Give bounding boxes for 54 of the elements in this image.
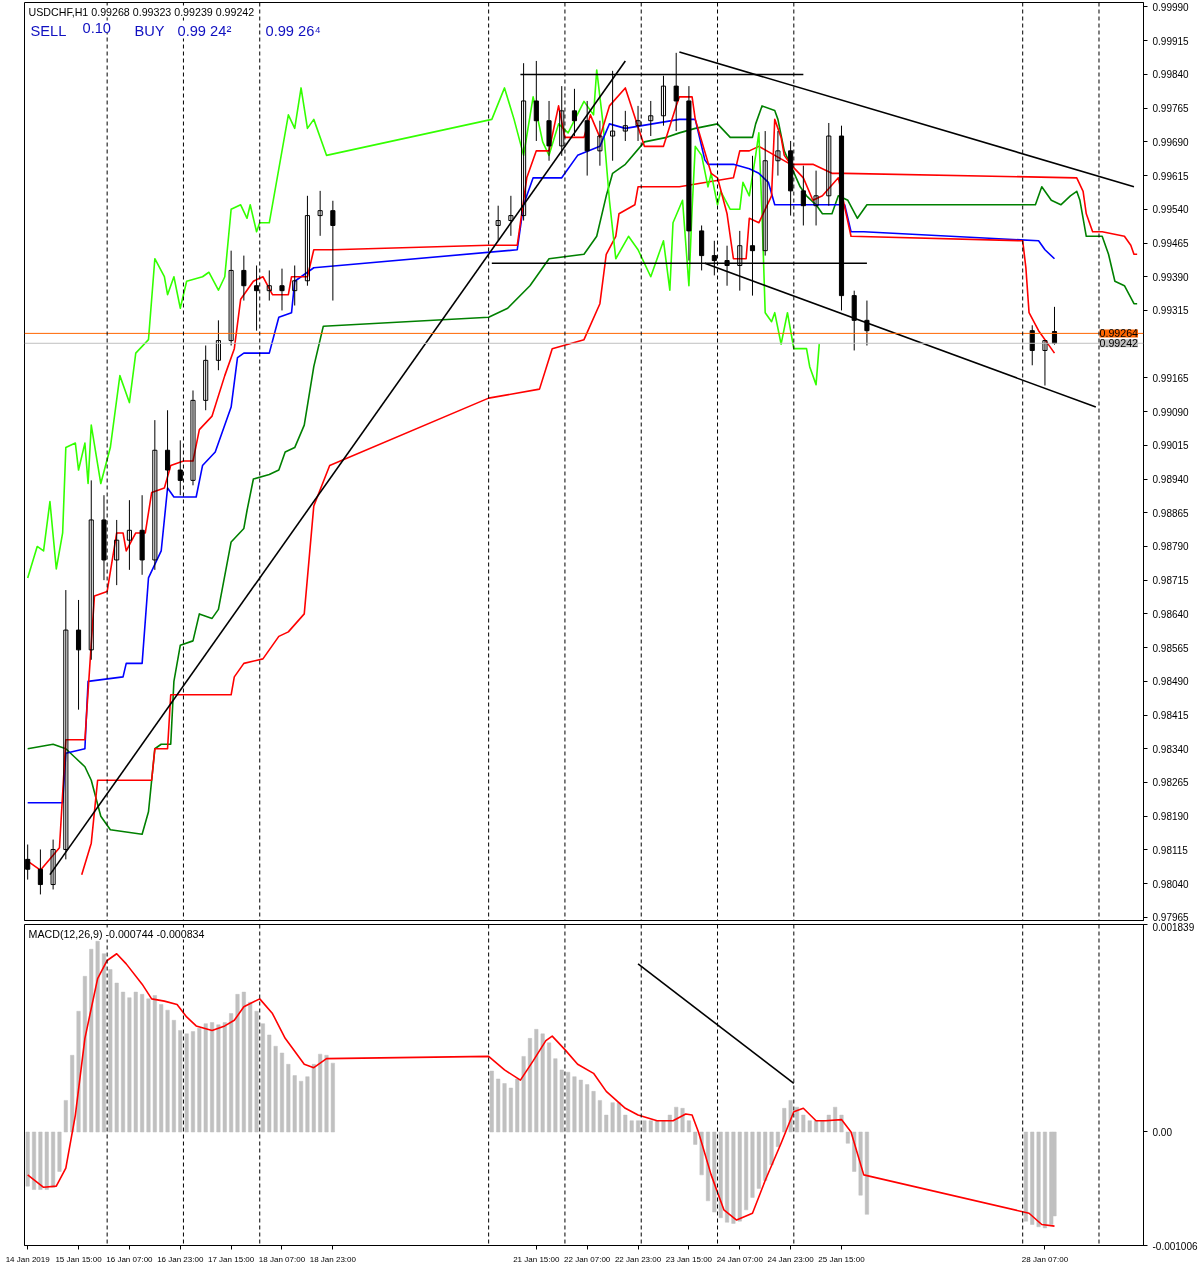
- y-tick-label: 0.98490: [1152, 676, 1190, 688]
- annotation: SELL: [30, 22, 67, 39]
- x-tick-label: 24 Jan 23:00: [767, 1254, 815, 1264]
- y-tick-label: 0.98115: [1152, 844, 1189, 856]
- y-tick-label: 0.98190: [1152, 811, 1190, 823]
- y-tick-label: 0.98940: [1152, 474, 1190, 486]
- x-tick-label: 23 Jan 15:00: [665, 1254, 713, 1264]
- x-tick-label: 25 Jan 15:00: [818, 1254, 866, 1264]
- chart-title: USDCHF,H1 0.99268 0.99323 0.99239 0.99242: [28, 5, 255, 18]
- y-tick-label: 0.98865: [1152, 507, 1190, 519]
- y-tick-label: 0.98715: [1152, 575, 1190, 587]
- y-tick-label: 0.99840: [1152, 69, 1190, 81]
- y-tick-label: 0.99540: [1152, 204, 1190, 216]
- x-tick-label: 16 Jan 07:00: [106, 1254, 154, 1264]
- x-tick-label: 18 Jan 23:00: [309, 1254, 357, 1264]
- y-tick-label: 0.99915: [1152, 35, 1190, 47]
- chart-title: MACD(12,26,9) -0.000744 -0.000834: [28, 927, 205, 940]
- y-tick-label: 0.98415: [1152, 710, 1190, 722]
- x-tick-label: 28 Jan 07:00: [1021, 1254, 1069, 1264]
- x-tick-label: 24 Jan 07:00: [716, 1254, 764, 1264]
- x-tick-label: 16 Jan 23:00: [157, 1254, 204, 1264]
- annotation: 0.10: [82, 19, 112, 36]
- y-tick-label: 0.001839: [1152, 921, 1195, 933]
- ref-line-label: 0.99264: [1099, 327, 1139, 340]
- y-tick-label: 0.99090: [1152, 406, 1190, 418]
- ref-line-label: 0.99242: [1099, 337, 1139, 350]
- y-tick-label: 0.99465: [1152, 238, 1190, 250]
- y-tick-label: 0.98790: [1152, 541, 1190, 553]
- y-tick-label: 0.98265: [1152, 777, 1190, 789]
- annotation: 0.99 24²: [177, 22, 232, 39]
- y-tick-label: 0.99315: [1152, 305, 1190, 317]
- y-tick-label: 0.98565: [1152, 642, 1190, 654]
- x-tick-label: 22 Jan 23:00: [614, 1254, 662, 1264]
- y-tick-label: 0.99165: [1152, 372, 1190, 384]
- x-tick-label: 21 Jan 15:00: [513, 1254, 560, 1264]
- x-tick-label: 18 Jan 07:00: [258, 1254, 306, 1264]
- annotation: 0.99 26⁴: [265, 22, 321, 39]
- x-tick-label: 14 Jan 2019: [5, 1254, 51, 1264]
- y-tick-label: 0.98640: [1152, 608, 1190, 620]
- x-tick-label: 15 Jan 15:00: [55, 1254, 103, 1264]
- y-tick-label: 0.97965: [1152, 912, 1190, 924]
- y-tick-label: 0.99015: [1152, 440, 1190, 452]
- y-tick-label: 0.99390: [1152, 271, 1190, 283]
- y-tick-label: 0.98040: [1152, 878, 1190, 890]
- y-tick-label: 0.00: [1152, 1126, 1173, 1138]
- y-tick-label: 0.99765: [1152, 103, 1190, 115]
- x-tick-label: 17 Jan 15:00: [208, 1254, 255, 1264]
- y-tick-label: 0.99990: [1152, 2, 1190, 13]
- y-tick-label: 0.99615: [1152, 170, 1190, 182]
- x-tick-label: 22 Jan 07:00: [564, 1254, 611, 1264]
- y-tick-label: 0.98340: [1152, 743, 1190, 755]
- y-tick-label: -0.001006: [1152, 1240, 1198, 1252]
- annotation: BUY: [134, 22, 165, 39]
- y-tick-label: 0.99690: [1152, 136, 1190, 148]
